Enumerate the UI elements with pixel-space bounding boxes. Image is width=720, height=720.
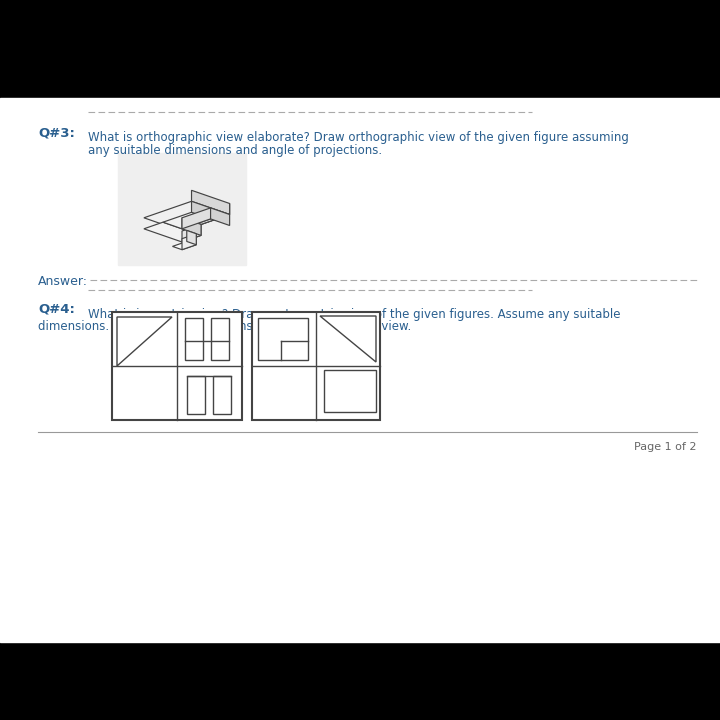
Polygon shape [182, 217, 201, 235]
Bar [211, 318, 229, 360]
Bar [252, 312, 380, 420]
Text: What is orthographic view elaborate? Draw orthographic view of the given figure : What is orthographic view elaborate? Dra… [88, 131, 629, 144]
Polygon shape [182, 208, 230, 225]
Bar [112, 312, 242, 420]
Text: any suitable dimensions and angle of projections.: any suitable dimensions and angle of pro… [88, 144, 382, 157]
Bar [324, 370, 376, 412]
Polygon shape [144, 222, 201, 242]
Text: Q#4:: Q#4: [38, 303, 75, 316]
Text: What is isometric view? Draw an Isometric view of the given figures. Assume any : What is isometric view? Draw an Isometri… [88, 308, 621, 321]
Bar [258, 318, 308, 360]
Polygon shape [173, 241, 197, 250]
Polygon shape [320, 316, 376, 362]
Polygon shape [144, 202, 230, 231]
Bar [118, 153, 246, 265]
Polygon shape [182, 225, 201, 242]
Polygon shape [210, 208, 230, 225]
Polygon shape [163, 212, 210, 229]
Bar [185, 318, 203, 360]
Text: Q#3:: Q#3: [38, 126, 75, 139]
Polygon shape [182, 208, 210, 229]
Bar [187, 376, 205, 414]
Text: Answer:: Answer: [38, 275, 88, 288]
Polygon shape [192, 190, 230, 215]
Polygon shape [182, 204, 230, 231]
Polygon shape [192, 202, 210, 219]
Polygon shape [186, 230, 197, 245]
Bar [213, 376, 231, 414]
Polygon shape [182, 234, 197, 250]
Text: Page 1 of 2: Page 1 of 2 [634, 442, 697, 452]
Polygon shape [117, 317, 172, 366]
Text: dimensions. Also write steps of construction for isometric view.: dimensions. Also write steps of construc… [38, 320, 411, 333]
Bar [0, 98, 720, 642]
